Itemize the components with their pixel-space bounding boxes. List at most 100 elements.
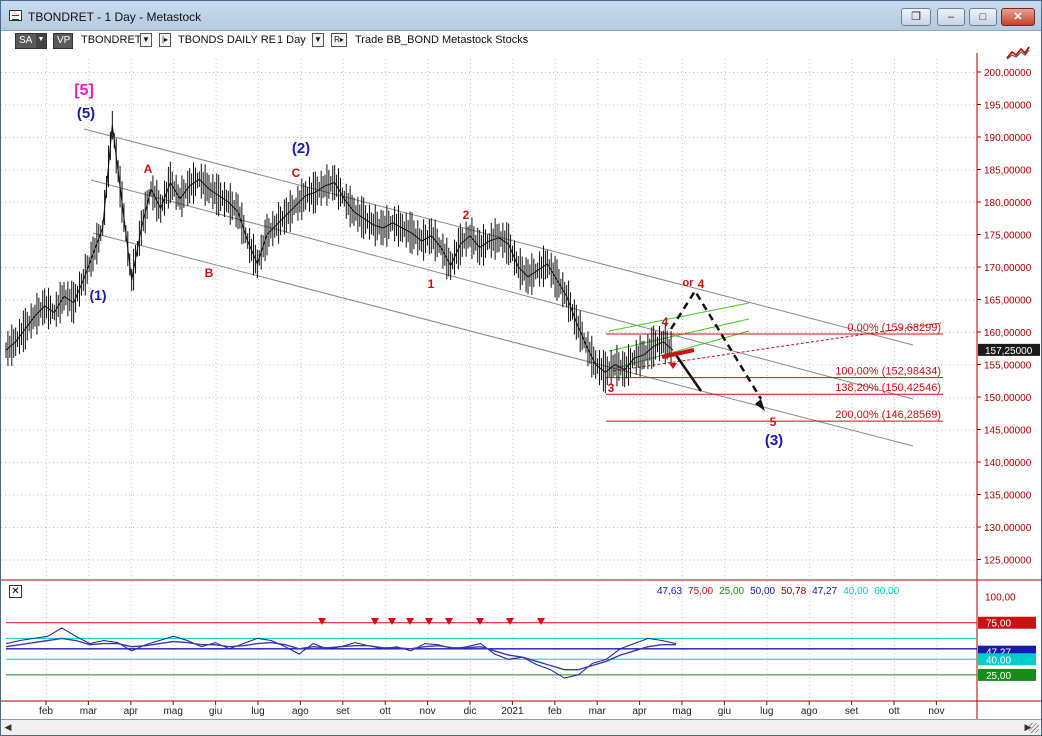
grid-dot <box>441 202 442 203</box>
grid-dot <box>173 155 175 156</box>
grid-dot <box>88 223 90 224</box>
title-bar[interactable]: TBONDRET - 1 Day - Metastock ❐ – □ ✕ <box>1 1 1041 31</box>
grid-dot <box>853 72 854 73</box>
grid-dot <box>769 429 770 431</box>
grid-dot <box>321 527 322 528</box>
grid-dot <box>121 299 122 301</box>
grid-dot <box>397 169 398 171</box>
grid-dot <box>429 332 430 333</box>
grid-dot <box>130 519 132 520</box>
grid-dot <box>773 267 774 268</box>
grid-dot <box>201 299 202 301</box>
grid-dot <box>873 72 874 73</box>
grid-dot <box>517 364 518 366</box>
window-title: TBONDRET - 1 Day - Metastock <box>28 10 202 24</box>
grid-dot <box>133 397 134 398</box>
grid-dot <box>46 231 47 232</box>
grid-dot <box>46 131 47 132</box>
symbol-dropdown-icon[interactable]: ▼ <box>140 33 152 47</box>
grid-dot <box>89 299 90 301</box>
grid-dot <box>285 364 286 366</box>
grid-dot <box>813 527 814 528</box>
grid-dot <box>345 137 346 138</box>
vp-button[interactable]: VP <box>53 33 73 49</box>
grid-dot <box>215 411 217 412</box>
grid-dot <box>417 299 418 301</box>
grid-dot <box>342 251 344 252</box>
grid-dot <box>258 235 259 236</box>
grid-dot <box>525 364 526 366</box>
grid-dot <box>305 267 306 268</box>
grid-dot <box>21 104 22 106</box>
grid-dot <box>258 375 259 376</box>
grid-dot <box>377 364 378 366</box>
grid-dot <box>241 299 242 301</box>
grid-dot <box>300 239 302 240</box>
grid-dot <box>493 202 494 203</box>
grid-dot <box>300 347 302 348</box>
grid-dot <box>833 364 834 366</box>
grid-dot <box>581 267 582 268</box>
interval-dropdown-icon[interactable]: ▼ <box>312 33 324 47</box>
grid-dot <box>697 397 698 398</box>
minimize-button[interactable]: – <box>937 8 965 26</box>
grid-dot <box>581 397 582 398</box>
grid-dot <box>161 559 162 561</box>
grid-dot <box>721 72 722 73</box>
grid-dot <box>300 271 302 272</box>
grid-dot <box>545 137 546 138</box>
interval-field[interactable]: 1 Day <box>277 34 306 46</box>
grid-dot <box>342 491 344 492</box>
grid-dot <box>933 267 934 268</box>
grid-dot <box>130 123 132 124</box>
grid-dot <box>805 267 806 268</box>
grid-dot <box>5 202 6 203</box>
grid-dot <box>689 462 690 463</box>
grid-dot <box>293 559 294 561</box>
grid-dot <box>877 72 878 73</box>
symbol-field[interactable]: TBONDRET <box>81 34 142 46</box>
grid-dot <box>169 462 170 463</box>
grid-dot <box>785 72 786 73</box>
grid-dot <box>300 99 302 100</box>
maximize-button[interactable]: □ <box>969 8 997 26</box>
grid-dot <box>789 397 790 398</box>
grid-dot <box>17 559 18 561</box>
grid-dot <box>573 397 574 398</box>
grid-dot <box>73 397 74 398</box>
grid-dot <box>577 364 578 366</box>
grid-dot <box>477 137 478 138</box>
grid-dot <box>193 332 194 333</box>
grid-dot <box>649 559 650 561</box>
metastock-chart-icon[interactable] <box>1006 44 1030 60</box>
grid-dot <box>85 202 86 203</box>
r-button[interactable]: R▸ <box>331 33 347 47</box>
grid-dot <box>597 137 598 138</box>
grid-dot <box>53 104 54 106</box>
close-button[interactable]: ✕ <box>1001 8 1035 26</box>
grid-dot <box>649 72 650 73</box>
grid-dot <box>173 547 175 548</box>
chart-area[interactable]: 200,00000195,00000190,00000185,00000180,… <box>1 1 1041 719</box>
grid-dot <box>301 137 302 138</box>
grid-dot <box>300 75 302 76</box>
grid-dot <box>961 169 962 171</box>
sa-dropdown-icon[interactable]: ▼ <box>36 34 46 48</box>
grid-dot <box>89 494 90 496</box>
grid-dot <box>249 559 250 561</box>
period-icon[interactable]: |▸ <box>159 33 171 47</box>
grid-dot <box>569 202 570 203</box>
grid-dot <box>88 471 90 472</box>
grid-dot <box>517 332 518 333</box>
grid-dot <box>215 399 217 400</box>
grid-dot <box>215 423 217 424</box>
grid-dot <box>249 364 250 366</box>
grid-dot <box>793 234 794 236</box>
grid-dot <box>421 527 422 528</box>
grid-dot <box>88 311 90 312</box>
grid-dot <box>88 511 90 512</box>
template-list[interactable]: Trade BB_BOND Metastock Stocks <box>355 34 529 46</box>
grid-dot <box>341 234 342 236</box>
grid-dot <box>433 332 434 333</box>
restore-chart-button[interactable]: ❐ <box>901 8 931 26</box>
